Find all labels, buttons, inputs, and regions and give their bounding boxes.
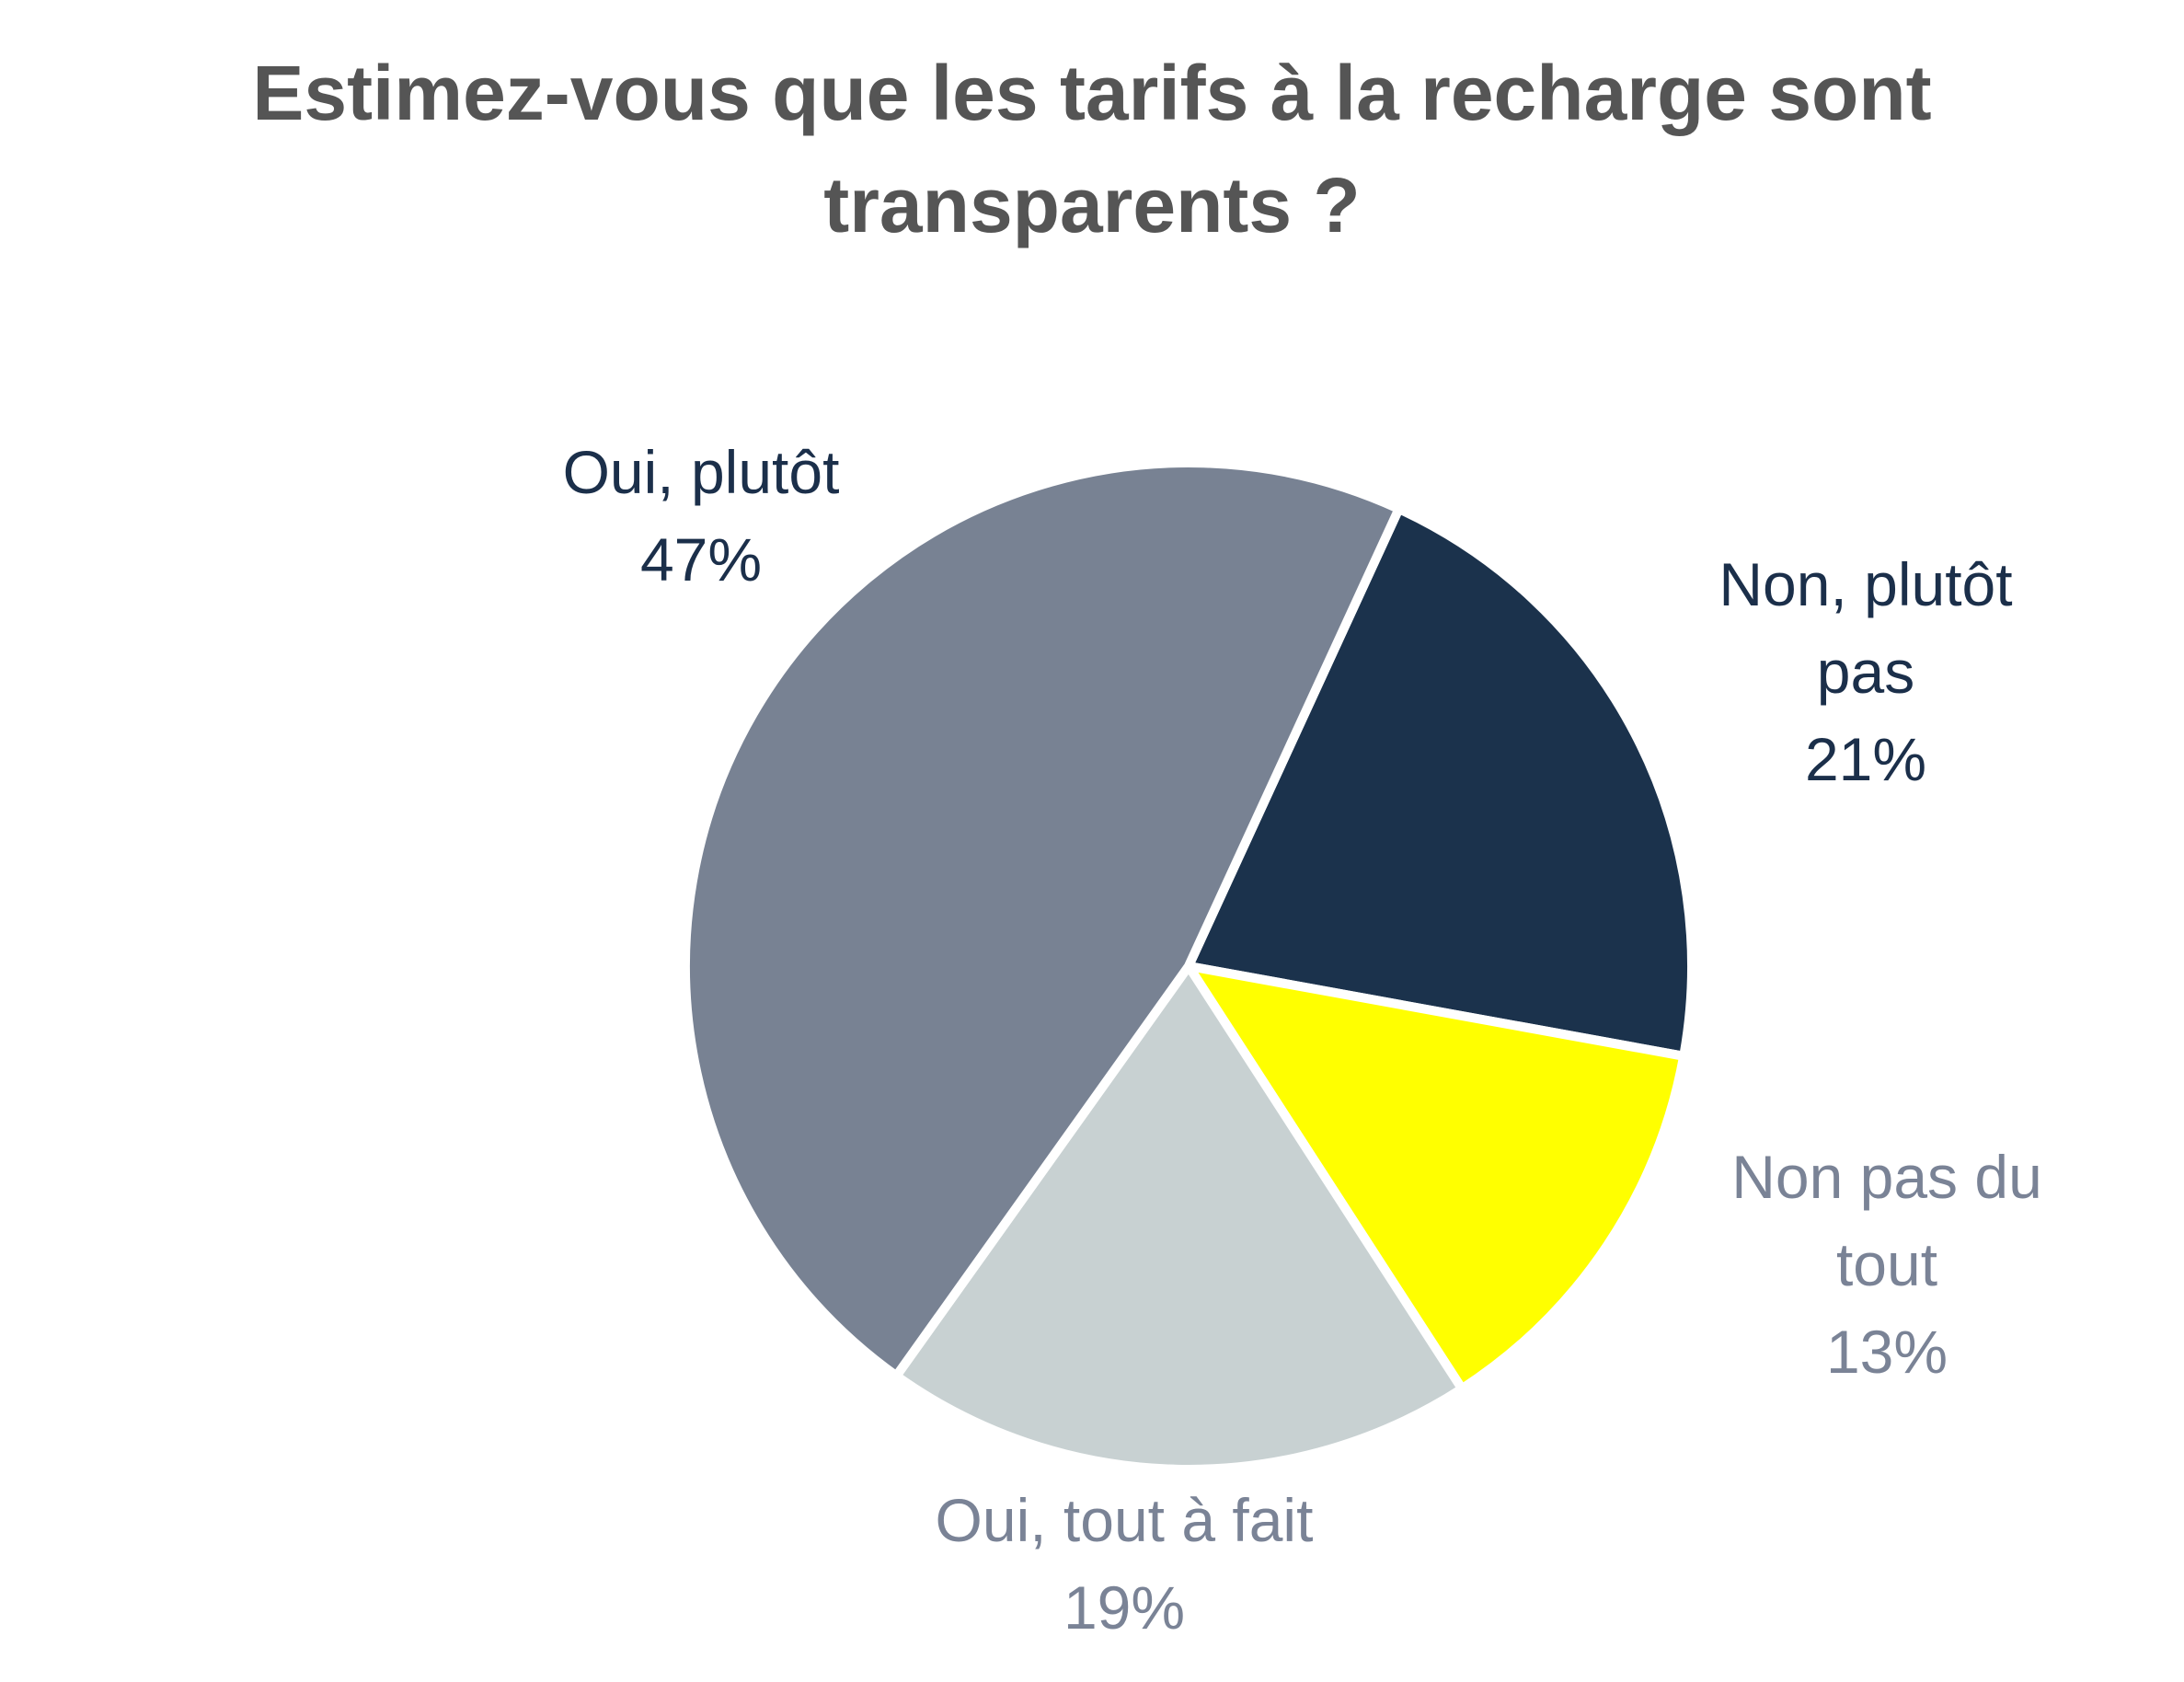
pie-slice xyxy=(891,962,1467,1474)
slice-label: Non, plutôt pas 21% xyxy=(1663,541,2068,803)
slice-label: Oui, tout à fait 19% xyxy=(756,1477,1492,1652)
slice-label: Non pas du tout 13% xyxy=(1684,1134,2089,1396)
category-label: Oui, tout à fait xyxy=(935,1486,1314,1554)
pie-slice xyxy=(1184,962,1689,1394)
pie-slice xyxy=(681,458,1404,1381)
value-label: 19% xyxy=(1063,1573,1186,1642)
chart-title: Estimez-vous que les tarifs à la recharg… xyxy=(252,50,1932,248)
value-label: 21% xyxy=(1804,725,1927,793)
category-label: Non, plutôt pas xyxy=(1718,550,2013,706)
pie-slice xyxy=(1184,504,1696,1061)
category-label: Non pas du tout xyxy=(1731,1143,2042,1298)
value-label: 13% xyxy=(1825,1318,1948,1386)
category-label: Oui, plutôt xyxy=(562,438,840,506)
slice-label: Oui, plutôt 47% xyxy=(425,429,977,604)
value-label: 47% xyxy=(639,525,763,593)
